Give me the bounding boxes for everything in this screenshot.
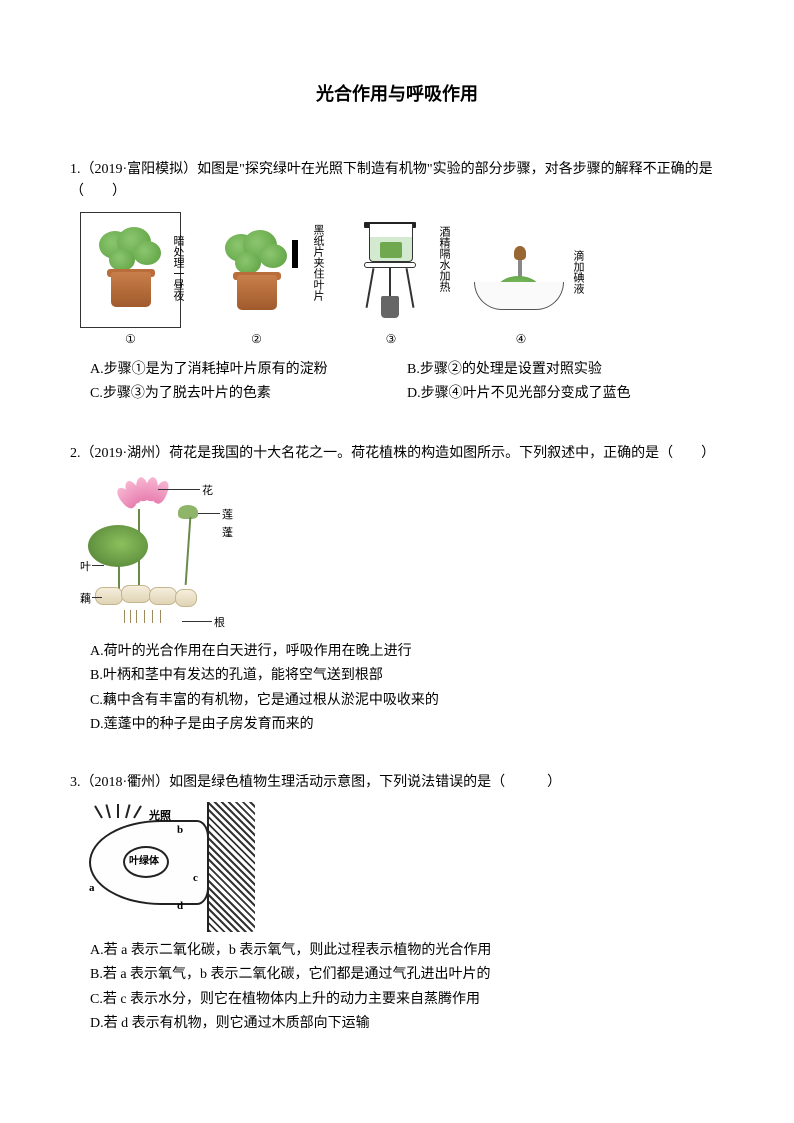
q3-opt-d: D.若 d 表示有机物，则它通过木质部向下运输 (90, 1013, 724, 1035)
q1-label-4: 滴加碘液 (572, 250, 584, 294)
q3-stem: 3.（2018·衢州）如图是绿色植物生理活动示意图，下列说法错误的是（ ） (70, 772, 724, 794)
q1-label-1: 暗处理一昼夜 (172, 235, 184, 301)
q3-label-light: 光照 (149, 808, 171, 826)
lotus-rhizome-icon (95, 583, 195, 613)
q1-label-3: 酒精隔水加热 (438, 226, 450, 292)
q1-opt-c: C.步骤③为了脱去叶片的色素 (90, 383, 407, 405)
question-2: 2.（2019·湖州）荷花是我国的十大名花之一。荷花植株的构造如图所示。下列叙述… (70, 443, 724, 737)
q2-stem: 2.（2019·湖州）荷花是我国的十大名花之一。荷花植株的构造如图所示。下列叙述… (70, 443, 724, 465)
q2-opt-a: A.荷叶的光合作用在白天进行，呼吸作用在晚上进行 (90, 641, 724, 663)
q1-diagram-1: 暗处理一昼夜 ① (80, 212, 181, 349)
question-1: 1.（2019·富阳模拟）如图是"探究绿叶在光照下制造有机物"实验的部分步骤，对… (70, 159, 724, 408)
q2-label-leaf: 叶 (80, 559, 91, 577)
q3-opt-c: C.若 c 表示水分，则它在植物体内上升的动力主要来自蒸腾作用 (90, 989, 724, 1011)
q1-diagrams: 暗处理一昼夜 ① 黑纸片夹住叶片 ② (80, 212, 724, 349)
q2-label-flower: 花 (202, 483, 213, 501)
q1-num-1: ① (125, 330, 136, 349)
q2-opt-b: B.叶柄和茎中有发达的孔道，能将空气送到根部 (90, 665, 724, 687)
q2-label-pod: 莲蓬 (222, 507, 240, 542)
page-title: 光合作用与呼吸作用 (70, 80, 724, 109)
q3-label-d: d (177, 898, 183, 916)
q2-label-rhizome: 藕 (80, 591, 91, 609)
q1-label-2: 黑纸片夹住叶片 (312, 224, 324, 301)
q3-label-c: c (193, 870, 198, 888)
q1-num-2: ② (251, 330, 262, 349)
q3-options: A.若 a 表示二氧化碳，b 表示氧气，则此过程表示植物的光合作用 B.若 a … (90, 940, 724, 1036)
q1-diagram-2: 黑纸片夹住叶片 ② (209, 218, 304, 349)
q1-opt-a: A.步骤①是为了消耗掉叶片原有的淀粉 (90, 359, 407, 381)
q1-options: A.步骤①是为了消耗掉叶片原有的淀粉 B.步骤②的处理是设置对照实验 C.步骤③… (90, 359, 724, 408)
q2-diagram: 花 莲蓬 叶 藕 根 (80, 473, 240, 633)
q3-label-chloroplast: 叶绿体 (129, 854, 159, 870)
lotus-leaf-icon (88, 525, 148, 567)
q2-options: A.荷叶的光合作用在白天进行，呼吸作用在晚上进行 B.叶柄和茎中有发达的孔道，能… (90, 641, 724, 737)
q3-opt-b: B.若 a 表示氧气，b 表示二氧化碳，它们都是通过气孔进出叶片的 (90, 964, 724, 986)
q1-diagram-4: 滴加碘液 ④ (466, 238, 576, 349)
q3-opt-a: A.若 a 表示二氧化碳，b 表示氧气，则此过程表示植物的光合作用 (90, 940, 724, 962)
q3-diagram: 叶绿体 光照 a b c d (85, 802, 255, 932)
q1-diagram-3: 酒精隔水加热 ③ (346, 218, 436, 349)
q2-label-root: 根 (214, 615, 225, 633)
q1-opt-b: B.步骤②的处理是设置对照实验 (407, 359, 724, 381)
lotus-flower-icon (118, 477, 158, 513)
q3-label-a: a (89, 880, 95, 898)
q1-opt-d: D.步骤④叶片不见光部分变成了蓝色 (407, 383, 724, 405)
lotus-root-threads-icon (120, 610, 180, 625)
q1-stem: 1.（2019·富阳模拟）如图是"探究绿叶在光照下制造有机物"实验的部分步骤，对… (70, 159, 724, 204)
q1-num-4: ④ (516, 330, 527, 349)
lotus-pod-icon (178, 505, 198, 519)
q3-label-b: b (177, 822, 183, 840)
question-3: 3.（2018·衢州）如图是绿色植物生理活动示意图，下列说法错误的是（ ） 叶绿… (70, 772, 724, 1036)
q2-opt-c: C.藕中含有丰富的有机物，它是通过根从淤泥中吸收来的 (90, 690, 724, 712)
q2-opt-d: D.莲蓬中的种子是由子房发育而来的 (90, 714, 724, 736)
q1-num-3: ③ (386, 330, 397, 349)
